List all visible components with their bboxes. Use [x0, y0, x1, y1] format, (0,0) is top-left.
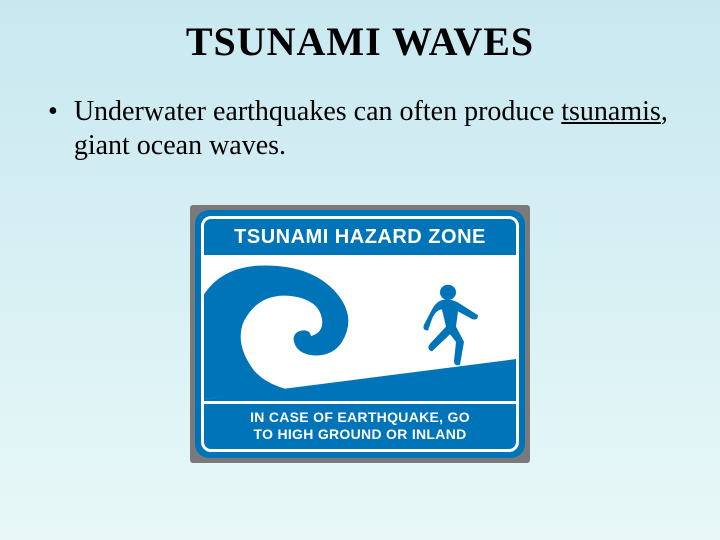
- bullet-marker: •: [48, 95, 58, 129]
- running-person-icon: [424, 285, 479, 366]
- sign-border: TSUNAMI HAZARD ZONE: [201, 216, 519, 452]
- sign-footer-line1: IN CASE OF EARTHQUAKE, GO: [204, 409, 516, 426]
- sign-footer-line2: TO HIGH GROUND OR INLAND: [204, 426, 516, 443]
- bullet-text-underlined: tsunamis: [561, 96, 661, 127]
- sign-panel: TSUNAMI HAZARD ZONE: [195, 210, 525, 458]
- bullet-list: • Underwater earthquakes can often produ…: [0, 65, 720, 163]
- sign-footer: IN CASE OF EARTHQUAKE, GO TO HIGH GROUND…: [204, 401, 516, 449]
- bullet-text: Underwater earthquakes can often produce…: [74, 95, 690, 163]
- bullet-item: • Underwater earthquakes can often produ…: [48, 95, 690, 163]
- sign-container: TSUNAMI HAZARD ZONE: [0, 205, 720, 463]
- sign-graphic: [204, 258, 516, 401]
- tsunami-wave-icon: [204, 258, 516, 401]
- tsunami-sign: TSUNAMI HAZARD ZONE: [190, 205, 530, 463]
- slide-title: TSUNAMI WAVES: [0, 0, 720, 65]
- bullet-text-before: Underwater earthquakes can often produce: [74, 96, 561, 127]
- sign-header-text: TSUNAMI HAZARD ZONE: [204, 219, 516, 258]
